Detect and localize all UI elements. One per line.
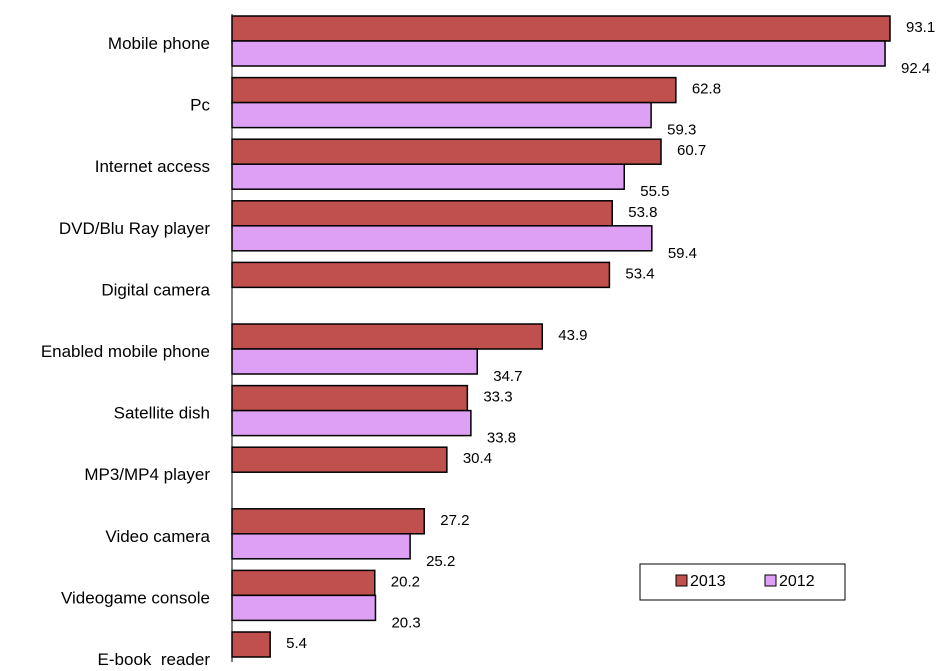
bar-2013-mobile-phone <box>231 15 891 42</box>
category-label-e-book-reader: E-book reader <box>98 650 211 666</box>
bar-2013-enabled-mobile-phone <box>231 323 544 350</box>
category-labels: Mobile phone Pc Internet access DVD/Blu Ray… <box>41 34 211 669</box>
value-label-2013-enabled-mobile-phone: 43.9 <box>558 327 587 344</box>
bar-2013-video-camera <box>231 508 425 535</box>
bar-2012-satellite-dish <box>231 409 472 437</box>
legend-box <box>639 563 846 601</box>
value-label-2012-dvd-blu-ray-player: 59.4 <box>668 245 697 262</box>
category-label-mp3-mp4-player: MP3/MP4 player <box>84 465 210 484</box>
legend: 2013 2012 <box>639 563 846 601</box>
value-label-2013-satellite-dish: 33.3 <box>483 389 512 406</box>
legend-swatch-2012 <box>764 574 777 587</box>
category-label-digital-camera: Digital camera <box>101 280 210 299</box>
bar-2012-internet-access <box>231 163 626 190</box>
bar-2012-mobile-phone <box>231 40 886 67</box>
category-label-satellite-dish: Satellite dish <box>114 404 210 423</box>
category-label-pc: Pc <box>190 96 210 115</box>
bar-2013-e-book-reader <box>231 631 271 658</box>
category-label-enabled-mobile-phone: Enabled mobile phone <box>41 342 210 361</box>
bar-2013-digital-camera <box>231 261 611 289</box>
value-label-2013-mp3-mp4-player: 30.4 <box>463 450 492 467</box>
bar-2013-satellite-dish <box>231 384 469 412</box>
category-label-mobile-phone: Mobile phone <box>108 34 210 53</box>
value-label-2013-internet-access: 60.7 <box>677 142 706 159</box>
value-label-2013-pc: 62.8 <box>692 81 721 98</box>
value-label-2012-enabled-mobile-phone: 34.7 <box>493 368 522 385</box>
bar-2013-pc <box>231 76 677 104</box>
value-label-2013-videogame-console: 20.2 <box>391 573 420 590</box>
legend-swatch-2013 <box>675 574 688 587</box>
value-label-2012-video-camera: 25.2 <box>426 553 455 570</box>
value-label-2012-internet-access: 55.5 <box>640 183 669 200</box>
value-label-2013-mobile-phone: 93.1 <box>906 19 935 36</box>
value-label-2013-e-book-reader: 5.4 <box>286 635 307 652</box>
legend-label-2013: 2013 <box>690 573 726 590</box>
legend-label-2012: 2012 <box>779 573 815 590</box>
value-labels: 93.1 92.4 62.8 59.3 60.7 55.5 53.8 59.4 53.4 43.9… <box>286 19 935 652</box>
bar-2013-dvd-blu-ray-player <box>231 200 613 227</box>
bar-2012-video-camera <box>231 533 411 560</box>
value-label-2013-dvd-blu-ray-player: 53.8 <box>628 204 657 221</box>
value-label-2012-pc: 59.3 <box>667 122 696 139</box>
bar-2012-dvd-blu-ray-player <box>231 225 653 252</box>
bar-2013-mp3-mp4-player <box>231 446 448 473</box>
bars-layer <box>231 15 891 658</box>
category-label-videogame-console: Videogame console <box>61 588 210 607</box>
bar-2012-videogame-console <box>231 594 377 622</box>
value-label-2012-satellite-dish: 33.8 <box>487 430 516 447</box>
category-label-internet-access: Internet access <box>95 157 210 176</box>
value-label-2013-video-camera: 27.2 <box>440 512 469 529</box>
category-label-video-camera: Video camera <box>105 527 210 546</box>
value-label-2012-mobile-phone: 92.4 <box>901 60 930 77</box>
value-label-2012-videogame-console: 20.3 <box>391 614 420 631</box>
value-label-2013-digital-camera: 53.4 <box>625 265 654 282</box>
bar-2012-enabled-mobile-phone <box>231 348 478 375</box>
bar-2012-pc <box>231 101 652 129</box>
bar-2013-internet-access <box>231 138 662 165</box>
bar-2013-videogame-console <box>231 569 376 597</box>
category-label-dvd-blu-ray-player: DVD/Blu Ray player <box>59 219 211 238</box>
